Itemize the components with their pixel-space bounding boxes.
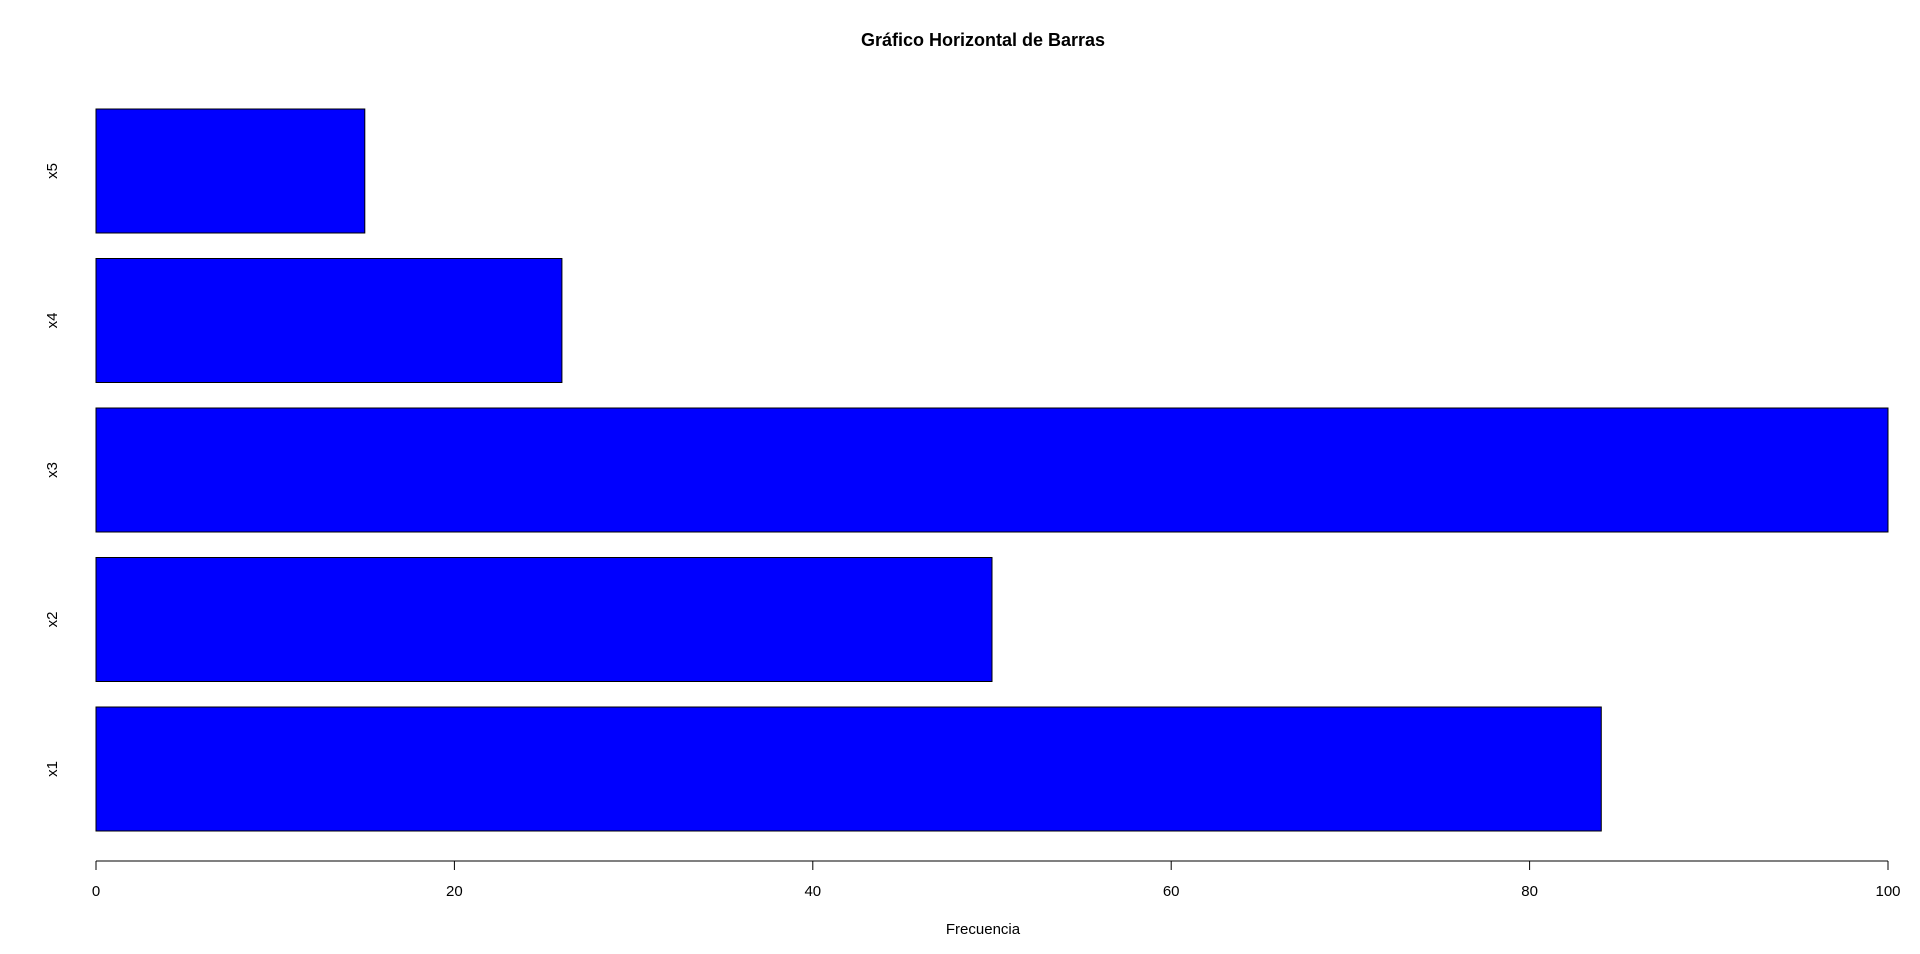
y-axis-labels: x1 x2 x3 x4 x5 [44,163,61,777]
x-tick-label-80: 80 [1521,883,1538,900]
x-axis-ticks: 0 20 40 60 80 100 [92,861,1901,900]
y-tick-label-x5: x5 [44,163,61,179]
bar-x2 [95,557,993,682]
bar-x5 [95,108,366,234]
y-tick-label-x4: x4 [44,313,61,329]
x-tick-label-20: 20 [446,883,463,900]
y-tick-label-x3: x3 [44,462,61,478]
x-tick-label-40: 40 [804,883,821,900]
y-tick-label-x1: x1 [44,761,61,777]
bar-x3 [95,407,1889,533]
bar-x1 [95,706,1602,832]
x-axis-label: Frecuencia [946,921,1021,938]
y-tick-label-x2: x2 [44,612,61,628]
chart-title: Gráfico Horizontal de Barras [861,30,1105,50]
x-tick-label-60: 60 [1163,883,1180,900]
x-tick-label-0: 0 [92,883,100,900]
bars-group [95,108,1889,832]
bar-x4 [95,258,563,383]
x-tick-label-100: 100 [1875,883,1900,900]
